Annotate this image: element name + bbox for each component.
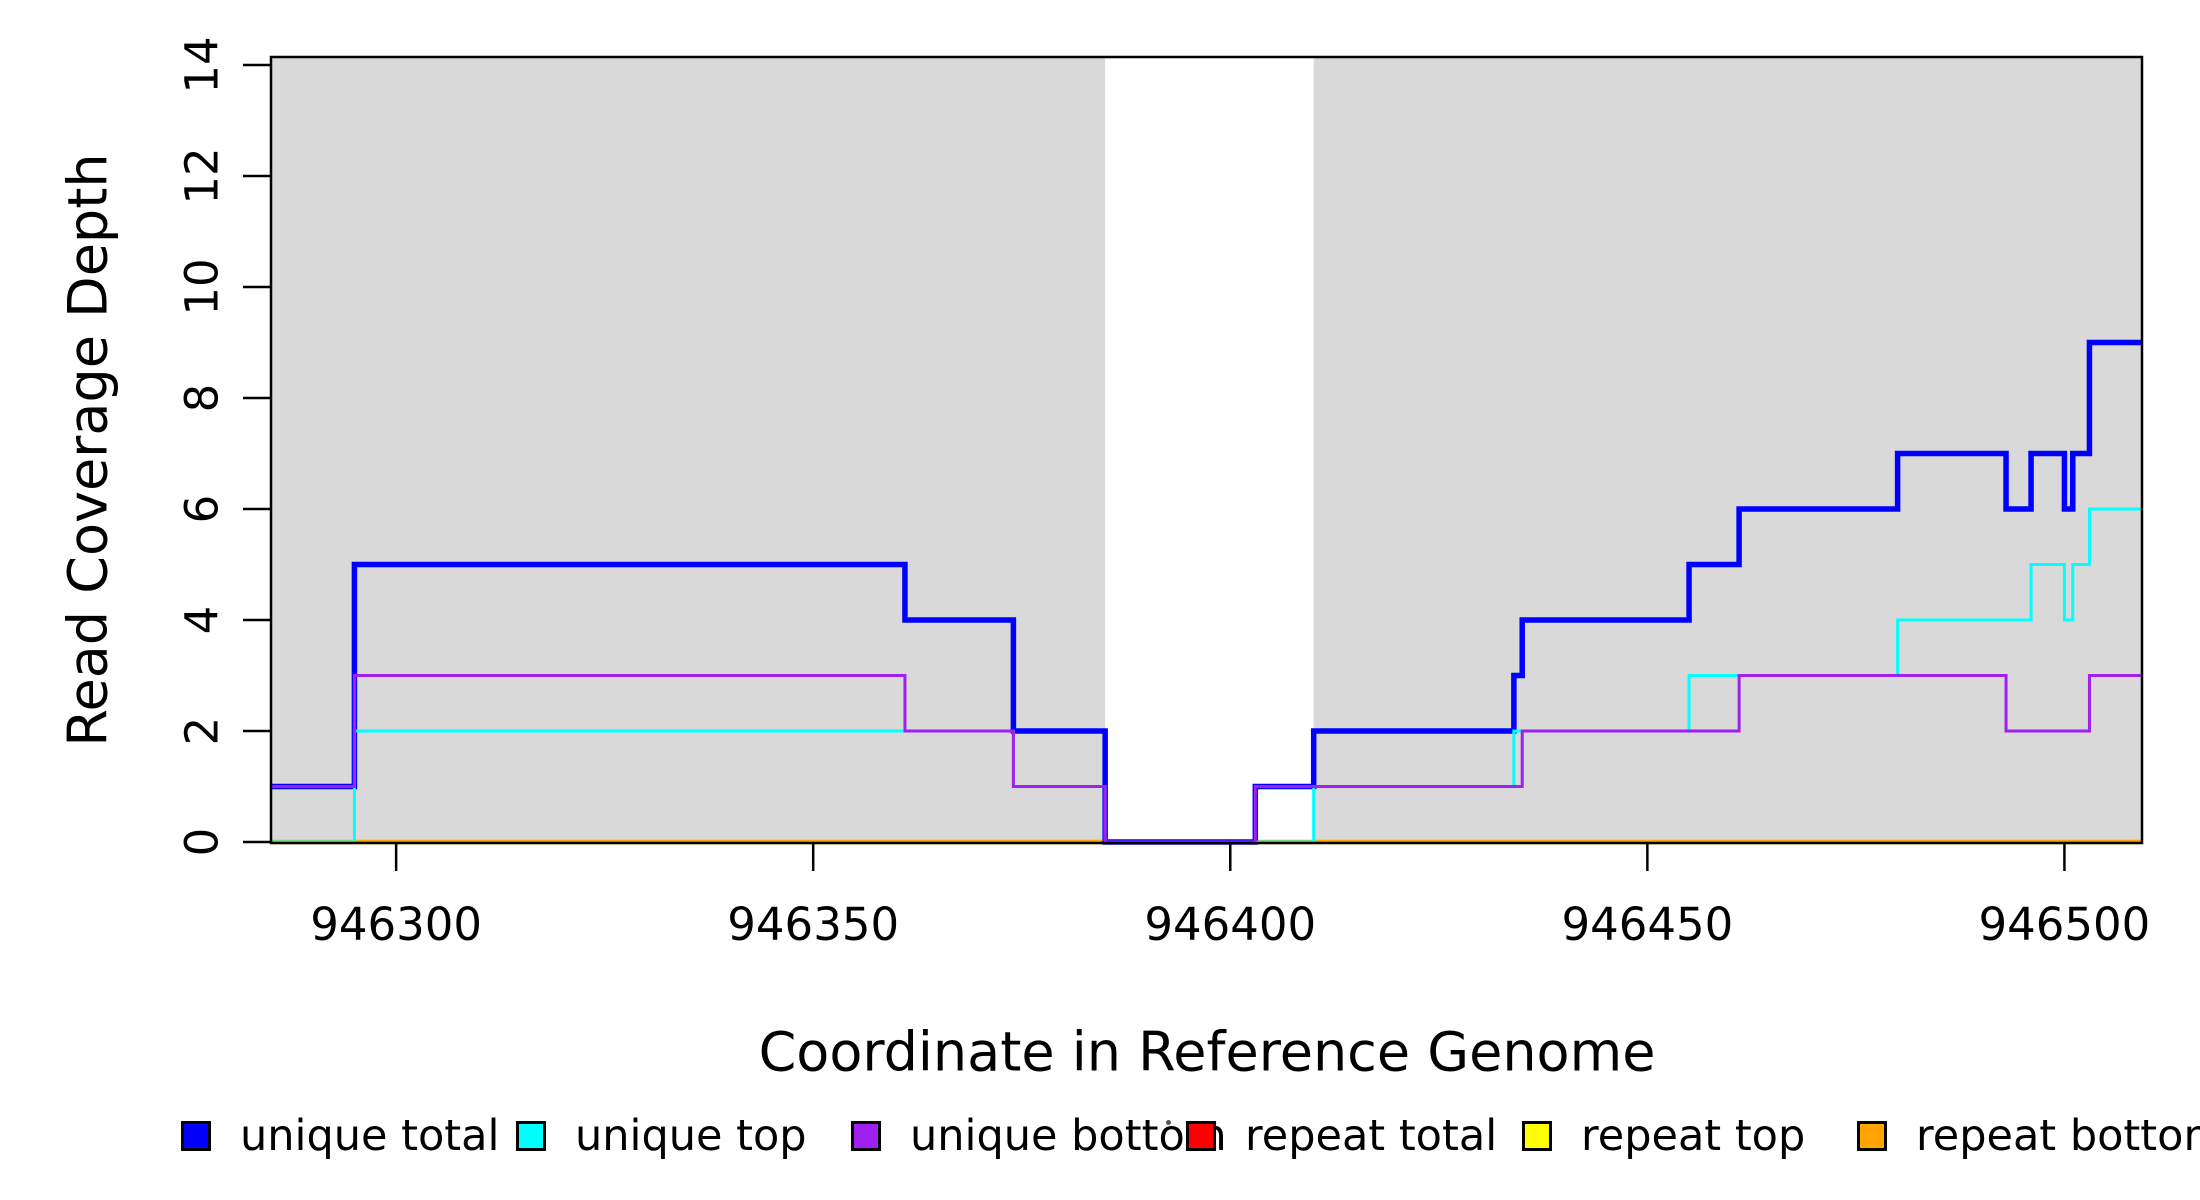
x-tick-label: 946350 — [727, 898, 899, 951]
y-tick-label: 10 — [176, 258, 229, 315]
y-tick-label: 4 — [176, 606, 229, 635]
series-unique-total — [271, 339, 2142, 845]
x-tick-label: 946400 — [1144, 898, 1316, 951]
x-axis-title: Coordinate in Reference Genome — [758, 1020, 1656, 1084]
x-tick-label: 946300 — [310, 898, 482, 951]
y-tick-label: 0 — [176, 828, 229, 857]
series-unique-bottom — [271, 674, 2142, 844]
plot-box — [269, 55, 2144, 845]
y-tick-label: 2 — [176, 717, 229, 746]
y-axis-title: Read Coverage Depth — [56, 153, 120, 747]
y-axis: 0 2 4 6 8 10 12 14 — [176, 36, 271, 857]
y-tick-label: 8 — [176, 384, 229, 413]
x-axis: 946300 946350 946400 946450 946500 — [310, 843, 2150, 951]
shaded-region-1 — [271, 58, 1106, 842]
x-tick-label: 946450 — [1561, 898, 1733, 951]
shaded-region-2 — [1313, 58, 2142, 842]
y-tick-label: 12 — [176, 147, 229, 204]
y-tick-label: 14 — [176, 36, 229, 93]
y-tick-label: 6 — [176, 495, 229, 524]
x-tick-label: 946500 — [1979, 898, 2151, 951]
